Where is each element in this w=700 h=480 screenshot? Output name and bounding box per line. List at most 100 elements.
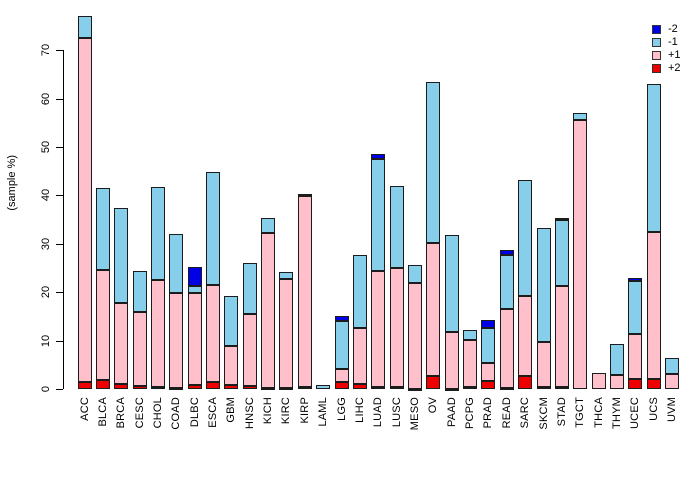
bar-segment-cesc-+1 [132, 311, 147, 387]
y-tick-label: 0 [40, 385, 52, 393]
bar-segment-dlbc--1 [187, 285, 202, 294]
x-tick-label-thca: THCA [592, 397, 605, 428]
bar-segment-meso-+1 [407, 282, 422, 389]
bar-segment-kich-+1 [261, 233, 276, 389]
y-tick-label: 70 [40, 44, 52, 57]
x-tick-label-laml: LAML [317, 397, 330, 427]
bar-segment-luad--1 [371, 159, 386, 272]
bar-segment-pcpg-+2 [463, 386, 478, 389]
x-tick-label-ov: OV [427, 397, 440, 414]
bar-segment-blca--1 [95, 188, 110, 270]
bar-segment-chol-+2 [150, 387, 165, 390]
legend-label: -1 [668, 36, 678, 48]
bar-segment-prad-+1 [481, 363, 496, 382]
bar-segment-meso-+2 [407, 388, 422, 391]
bar-segment-chol-+1 [150, 280, 165, 388]
x-tick-label-acc: ACC [78, 397, 91, 421]
bar-segment-lusc--1 [389, 186, 404, 269]
bar-segment-kirp-+1 [297, 196, 312, 387]
bar-segment-stad-+1 [554, 285, 569, 387]
bar-segment-ov--1 [426, 81, 441, 243]
bar-segment-paad-+1 [444, 331, 459, 389]
y-tick [56, 98, 63, 100]
y-tick [56, 389, 63, 390]
bar-segment-gbm-+2 [224, 384, 239, 389]
bar-segment-cesc--1 [132, 271, 147, 312]
x-tick-label-dlbc: DLBC [188, 397, 201, 428]
x-tick-label-kich: KICH [262, 397, 275, 425]
bar-segment-stad-+2 [554, 386, 569, 389]
y-tick-label: 50 [40, 140, 52, 154]
y-tick-label: 10 [40, 334, 52, 347]
bar-segment-lusc-+1 [389, 268, 404, 388]
bar-segment-read--1 [499, 255, 514, 309]
bar-segment-ov-+2 [426, 376, 441, 389]
x-tick-label-skcm: SKCM [537, 397, 550, 430]
bar-segment-ucs-+2 [646, 378, 661, 389]
legend-swatch [652, 25, 661, 34]
y-tick-label: 30 [40, 237, 52, 250]
x-tick-label-blca: BLCA [96, 397, 109, 427]
bar-segment-thym-+1 [609, 374, 624, 389]
bar-segment-stad--2 [554, 218, 569, 221]
bar-segment-uvm--1 [665, 357, 680, 375]
bar-segment-brca-+1 [114, 302, 129, 385]
y-tick-label: 60 [40, 92, 52, 105]
bar-segment-prad--2 [481, 319, 496, 328]
x-tick-label-uvm: UVM [666, 397, 679, 423]
y-tick [56, 243, 63, 245]
bar-segment-skcm-+1 [536, 341, 551, 387]
legend-label: +1 [668, 49, 681, 61]
bar-segment-thym--1 [609, 344, 624, 375]
y-tick-label: 20 [40, 286, 52, 299]
x-tick-label-kirc: KIRC [280, 397, 293, 425]
bar-segment-meso--1 [407, 265, 422, 283]
x-tick-label-lusc: LUSC [390, 397, 403, 428]
bar-segment-stad--1 [554, 220, 569, 286]
y-axis-title: (sample %) [6, 155, 18, 211]
bar-segment-gbm-+1 [224, 345, 239, 385]
bar-segment-lihc-+2 [352, 383, 367, 389]
bar-segment-read--2 [499, 249, 514, 256]
bar-segment-luad-+2 [371, 387, 386, 390]
x-tick-label-hnsc: HNSC [243, 397, 256, 429]
y-tick [56, 50, 63, 52]
bar-segment-blca-+2 [95, 379, 110, 389]
y-tick [56, 147, 63, 148]
x-tick-label-luad: LUAD [372, 397, 385, 428]
bar-segment-hnsc-+2 [242, 385, 257, 389]
bar-segment-pcpg--1 [463, 329, 478, 340]
bar-segment-coad-+2 [169, 387, 184, 390]
bar-segment-sarc-+2 [518, 376, 533, 389]
y-tick [56, 340, 63, 342]
y-tick-label: 40 [40, 189, 52, 202]
bar-segment-read-+2 [499, 388, 514, 391]
bar-segment-kich--1 [261, 218, 276, 234]
bar-segment-kirc--1 [279, 271, 294, 280]
bar-segment-acc--1 [77, 15, 92, 38]
bar-segment-esca-+2 [206, 382, 221, 389]
x-tick-label-ucec: UCEC [629, 397, 642, 429]
x-tick-label-ucs: UCS [647, 397, 660, 421]
bar-segment-coad-+1 [169, 292, 184, 388]
bar-segment-hnsc-+1 [242, 314, 257, 386]
y-axis-line [63, 50, 64, 389]
x-tick-label-cesc: CESC [133, 397, 146, 429]
bar-segment-ucec--1 [628, 281, 643, 335]
x-tick-label-prad: PRAD [482, 397, 495, 429]
bar-segment-lgg--1 [334, 321, 349, 370]
bar-segment-skcm--1 [536, 227, 551, 342]
bar-segment-prad-+2 [481, 381, 496, 389]
bar-segment-lihc-+1 [352, 327, 367, 384]
x-tick-label-paad: PAAD [445, 397, 458, 427]
bar-segment-ucec-+2 [628, 378, 643, 389]
bar-segment-paad-+2 [444, 388, 459, 391]
x-tick-label-thym: THYM [610, 397, 623, 429]
bar-segment-ucec-+1 [628, 334, 643, 379]
bar-segment-kirp-+2 [297, 386, 312, 389]
legend-swatch [652, 38, 661, 47]
bar-segment-kirc-+2 [279, 387, 294, 390]
x-tick-label-coad: COAD [170, 397, 183, 430]
